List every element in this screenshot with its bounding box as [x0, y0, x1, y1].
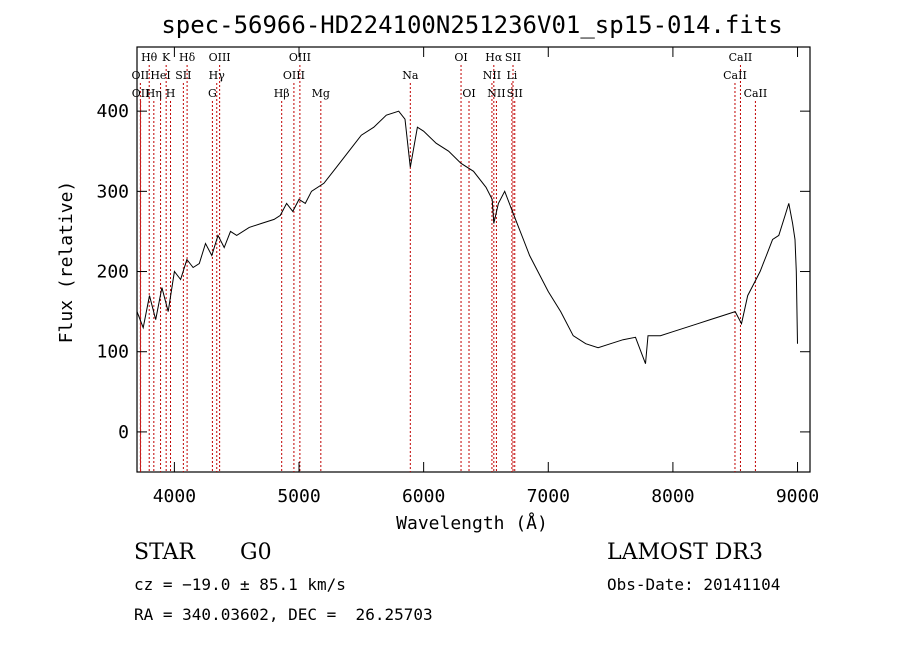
- spectrum-line: [136, 110, 798, 364]
- line-label: Hδ: [179, 51, 196, 64]
- line-label: CaII: [744, 87, 768, 100]
- line-label: Na: [402, 69, 419, 82]
- y-tick-label: 300: [96, 181, 129, 202]
- line-label: OI: [454, 51, 467, 64]
- x-tick-label: 8000: [651, 486, 694, 507]
- line-label: Hβ: [274, 87, 290, 100]
- line-label: SII: [175, 69, 191, 82]
- line-label: CaII: [729, 51, 753, 64]
- line-label: NII: [483, 69, 501, 82]
- chart-title: spec-56966-HD224100N251236V01_sp15-014.f…: [161, 11, 782, 39]
- line-label: Hη: [146, 87, 162, 100]
- x-tick-label: 9000: [776, 486, 819, 507]
- spectral-line-markers: [139, 65, 756, 472]
- y-axis-label: Flux (relative): [56, 181, 77, 344]
- y-tick-label: 100: [96, 342, 129, 363]
- line-label: Mg: [312, 87, 330, 100]
- y-tick-label: 400: [96, 101, 129, 122]
- subclass-label: G0: [240, 540, 272, 565]
- coordinates-text: RA = 340.03602, DEC = 26.25703: [134, 605, 433, 624]
- line-label: K: [162, 51, 171, 64]
- redshift-text: cz = −19.0 ± 85.1 km/s: [134, 575, 346, 594]
- plot-frame: [136, 46, 811, 473]
- line-label: Li: [506, 69, 517, 82]
- line-label: OIII: [283, 69, 305, 82]
- y-tick-label: 0: [118, 422, 129, 443]
- line-label: G: [208, 87, 217, 100]
- line-label: SII: [505, 51, 521, 64]
- x-tick-label: 4000: [153, 486, 196, 507]
- line-label: SII: [507, 87, 523, 100]
- line-label: CaII: [723, 69, 747, 82]
- line-label: Hγ: [209, 69, 226, 82]
- line-label: OII: [132, 87, 150, 100]
- y-tick-label: 200: [96, 262, 129, 283]
- line-label: OII: [132, 69, 150, 82]
- line-label: Hα: [485, 51, 503, 64]
- survey-label: LAMOST DR3: [607, 540, 763, 565]
- line-label: NII: [487, 87, 505, 100]
- line-label: H: [166, 87, 176, 100]
- x-tick-label: 5000: [277, 486, 320, 507]
- y-axis-ticks: 0 100 200 300 400: [96, 101, 810, 443]
- x-tick-label: 7000: [527, 486, 570, 507]
- line-label: Hθ: [141, 51, 158, 64]
- x-axis-ticks: 4000 5000 6000 7000 8000 9000: [153, 47, 819, 507]
- obs-date-text: Obs-Date: 20141104: [607, 575, 780, 594]
- line-label: OIII: [289, 51, 311, 64]
- class-label: STAR: [134, 540, 196, 565]
- line-label: HeI: [150, 69, 170, 82]
- x-tick-label: 6000: [402, 486, 445, 507]
- line-label: OI: [462, 87, 475, 100]
- line-label: OIII: [209, 51, 231, 64]
- x-axis-label: Wavelength (Å): [396, 512, 548, 534]
